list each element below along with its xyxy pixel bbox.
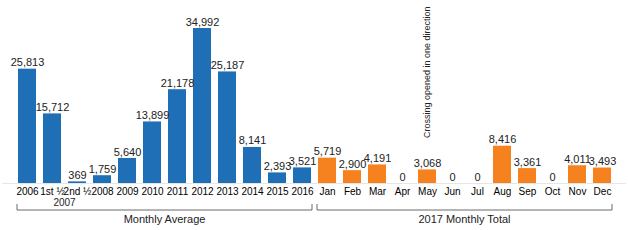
svg-text:Jan: Jan (319, 186, 335, 197)
svg-text:5,640: 5,640 (114, 146, 142, 158)
svg-text:2,900: 2,900 (339, 158, 367, 170)
svg-text:Sep: Sep (519, 186, 537, 197)
svg-text:Mar: Mar (369, 186, 387, 197)
svg-text:8,141: 8,141 (239, 134, 267, 146)
svg-text:Jun: Jun (444, 186, 460, 197)
svg-text:Feb: Feb (344, 186, 362, 197)
svg-text:2010: 2010 (141, 186, 164, 197)
svg-text:2007: 2007 (53, 197, 76, 208)
svg-text:Jul: Jul (471, 186, 484, 197)
svg-text:2,393: 2,393 (264, 160, 292, 172)
svg-text:0: 0 (399, 171, 405, 183)
svg-text:25,813: 25,813 (11, 56, 45, 68)
svg-text:May: May (418, 186, 437, 197)
svg-text:4,191: 4,191 (364, 152, 392, 164)
svg-text:0: 0 (549, 171, 555, 183)
svg-text:2016: 2016 (291, 186, 314, 197)
svg-text:3,493: 3,493 (589, 155, 617, 167)
svg-text:5,719: 5,719 (314, 145, 342, 157)
svg-text:8,416: 8,416 (489, 133, 517, 145)
svg-text:25,187: 25,187 (211, 59, 245, 71)
svg-text:2006: 2006 (16, 186, 39, 197)
svg-text:Nov: Nov (569, 186, 587, 197)
svg-text:Apr: Apr (395, 186, 411, 197)
svg-text:2015: 2015 (266, 186, 289, 197)
svg-text:2017 Monthly Total: 2017 Monthly Total (418, 213, 510, 225)
svg-text:Oct: Oct (545, 186, 561, 197)
svg-text:34,992: 34,992 (186, 16, 220, 28)
svg-text:369: 369 (68, 169, 86, 181)
svg-text:0: 0 (449, 171, 455, 183)
svg-text:15,712: 15,712 (36, 101, 70, 113)
svg-text:2008: 2008 (91, 186, 114, 197)
svg-text:1st ½: 1st ½ (40, 186, 65, 197)
svg-text:1,759: 1,759 (89, 163, 117, 175)
svg-text:13,899: 13,899 (136, 109, 170, 121)
svg-text:2nd ½: 2nd ½ (64, 186, 92, 197)
svg-text:2009: 2009 (116, 186, 139, 197)
svg-text:21,178: 21,178 (161, 77, 195, 89)
svg-text:Aug: Aug (494, 186, 512, 197)
svg-text:3,361: 3,361 (514, 156, 542, 168)
svg-text:2013: 2013 (216, 186, 239, 197)
svg-text:Crossing opened in one directi: Crossing opened in one direction (422, 7, 432, 139)
svg-text:4,011: 4,011 (564, 153, 591, 165)
svg-text:0: 0 (474, 171, 480, 183)
svg-text:Dec: Dec (594, 186, 612, 197)
svg-text:2012: 2012 (191, 186, 214, 197)
svg-text:3,068: 3,068 (414, 157, 442, 169)
svg-text:3,521: 3,521 (289, 155, 317, 167)
svg-text:Monthly Average: Monthly Average (124, 213, 206, 225)
svg-text:2014: 2014 (241, 186, 264, 197)
svg-text:2011: 2011 (167, 186, 189, 197)
